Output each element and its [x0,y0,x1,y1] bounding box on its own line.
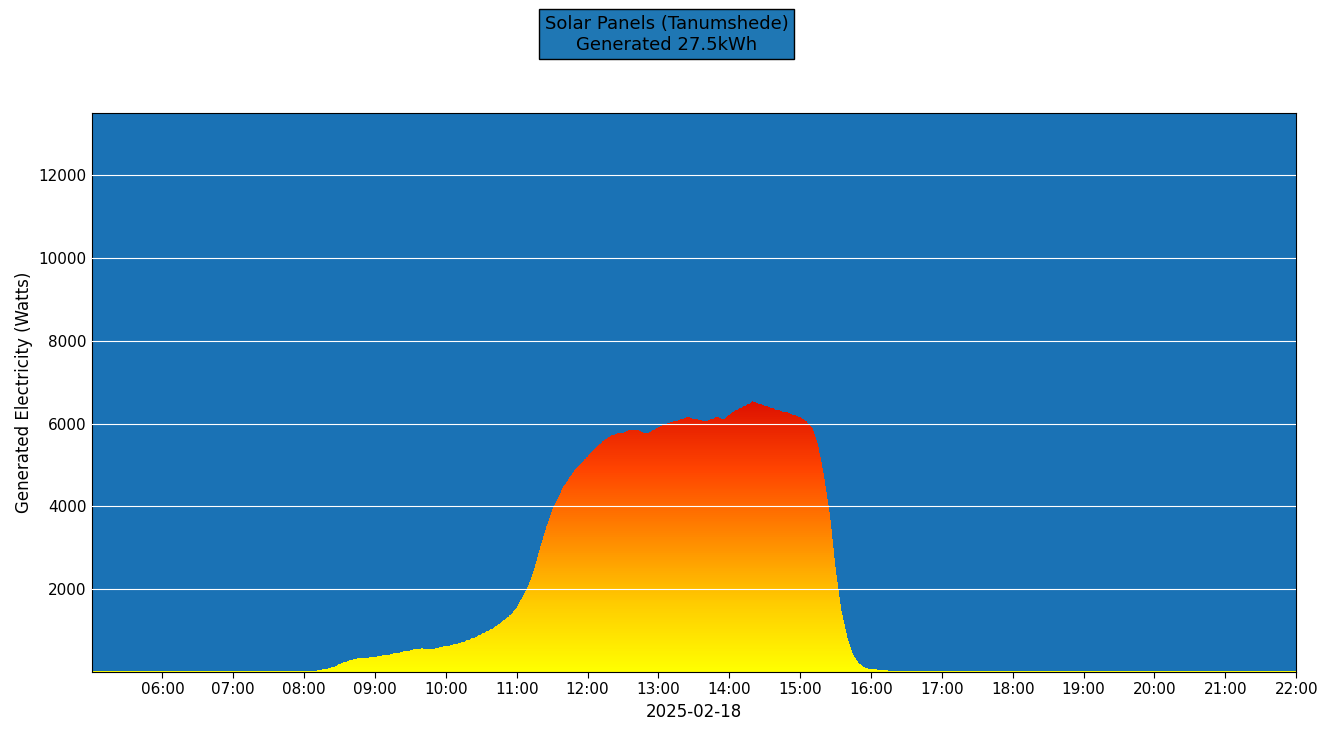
X-axis label: 2025-02-18: 2025-02-18 [645,703,742,721]
Y-axis label: Generated Electricity (Watts): Generated Electricity (Watts) [15,272,33,513]
Text: Solar Panels (Tanumshede)
Generated 27.5kWh: Solar Panels (Tanumshede) Generated 27.5… [545,15,788,54]
